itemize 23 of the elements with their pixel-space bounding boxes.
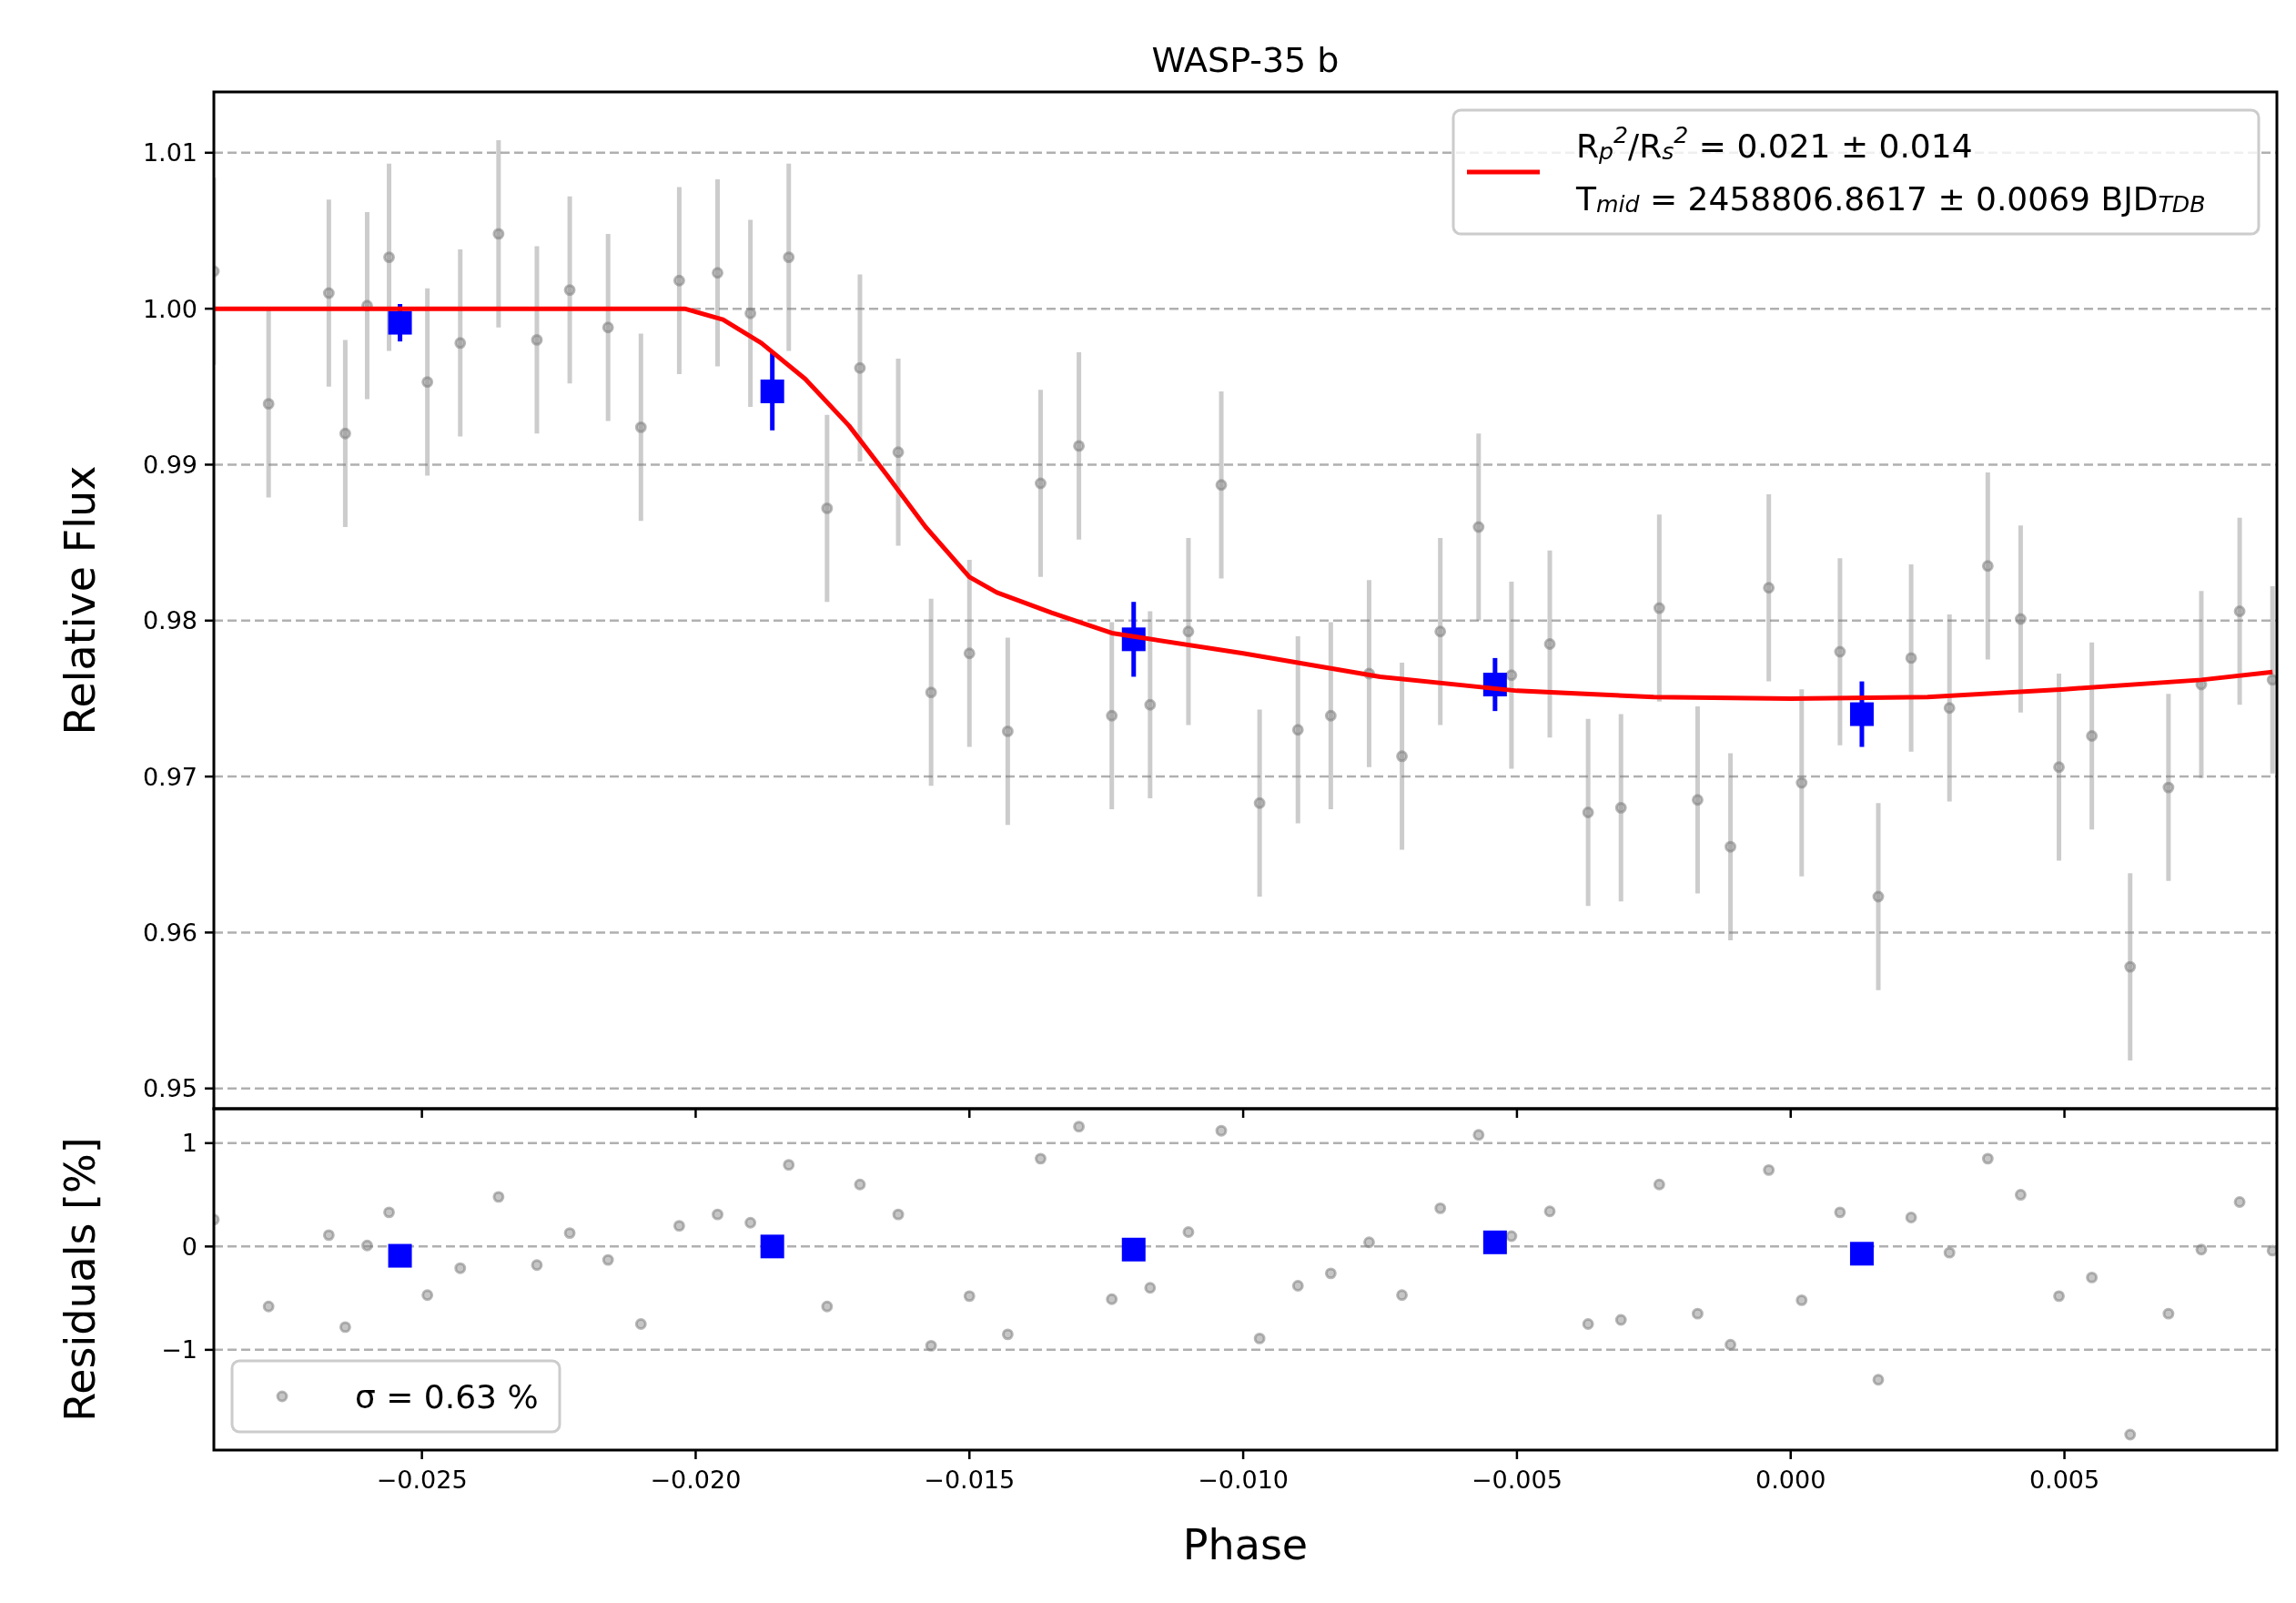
legend-label: σ = 0.63 % <box>355 1377 539 1415</box>
y-tick-label: −1 <box>161 1335 197 1365</box>
x-axis-title: Phase <box>1182 1520 1309 1569</box>
y-tick-label: 0.99 <box>142 450 197 479</box>
y-tick-label: 1.00 <box>142 294 197 323</box>
x-tick-label: −0.025 <box>376 1466 468 1494</box>
x-tick-label: −0.010 <box>1198 1466 1290 1494</box>
y-tick-label: 1.01 <box>142 138 197 167</box>
y-tick-label: 0.96 <box>142 918 197 947</box>
y-tick-label: 0 <box>181 1232 197 1261</box>
text: R$_{p}$$^{2}$/R$_{s}$$^{2}$ = 0.021 ± 0.014 T$_{mid}$ = 2458806.8617 ± 0.0069 BJD$_{TDB}$ <box>1576 122 2206 218</box>
y-tick-label: 1 <box>181 1129 197 1158</box>
y-tick-label: 0.98 <box>142 606 197 635</box>
x-tick-label: −0.020 <box>650 1466 742 1494</box>
chart-title: WASP-35 b <box>1151 40 1340 80</box>
x-tick-label: −0.015 <box>924 1466 1016 1494</box>
y-tick-label: 0.97 <box>142 762 197 791</box>
x-tick-label: 0.000 <box>1755 1466 1826 1494</box>
y-tick-label: 0.95 <box>142 1074 197 1103</box>
y-axis-title: Residuals [%] <box>56 1137 105 1422</box>
x-tick-label: −0.005 <box>1471 1466 1563 1494</box>
x-tick-label: 0.005 <box>2028 1466 2100 1494</box>
y-axis-title: Relative Flux <box>56 465 105 736</box>
